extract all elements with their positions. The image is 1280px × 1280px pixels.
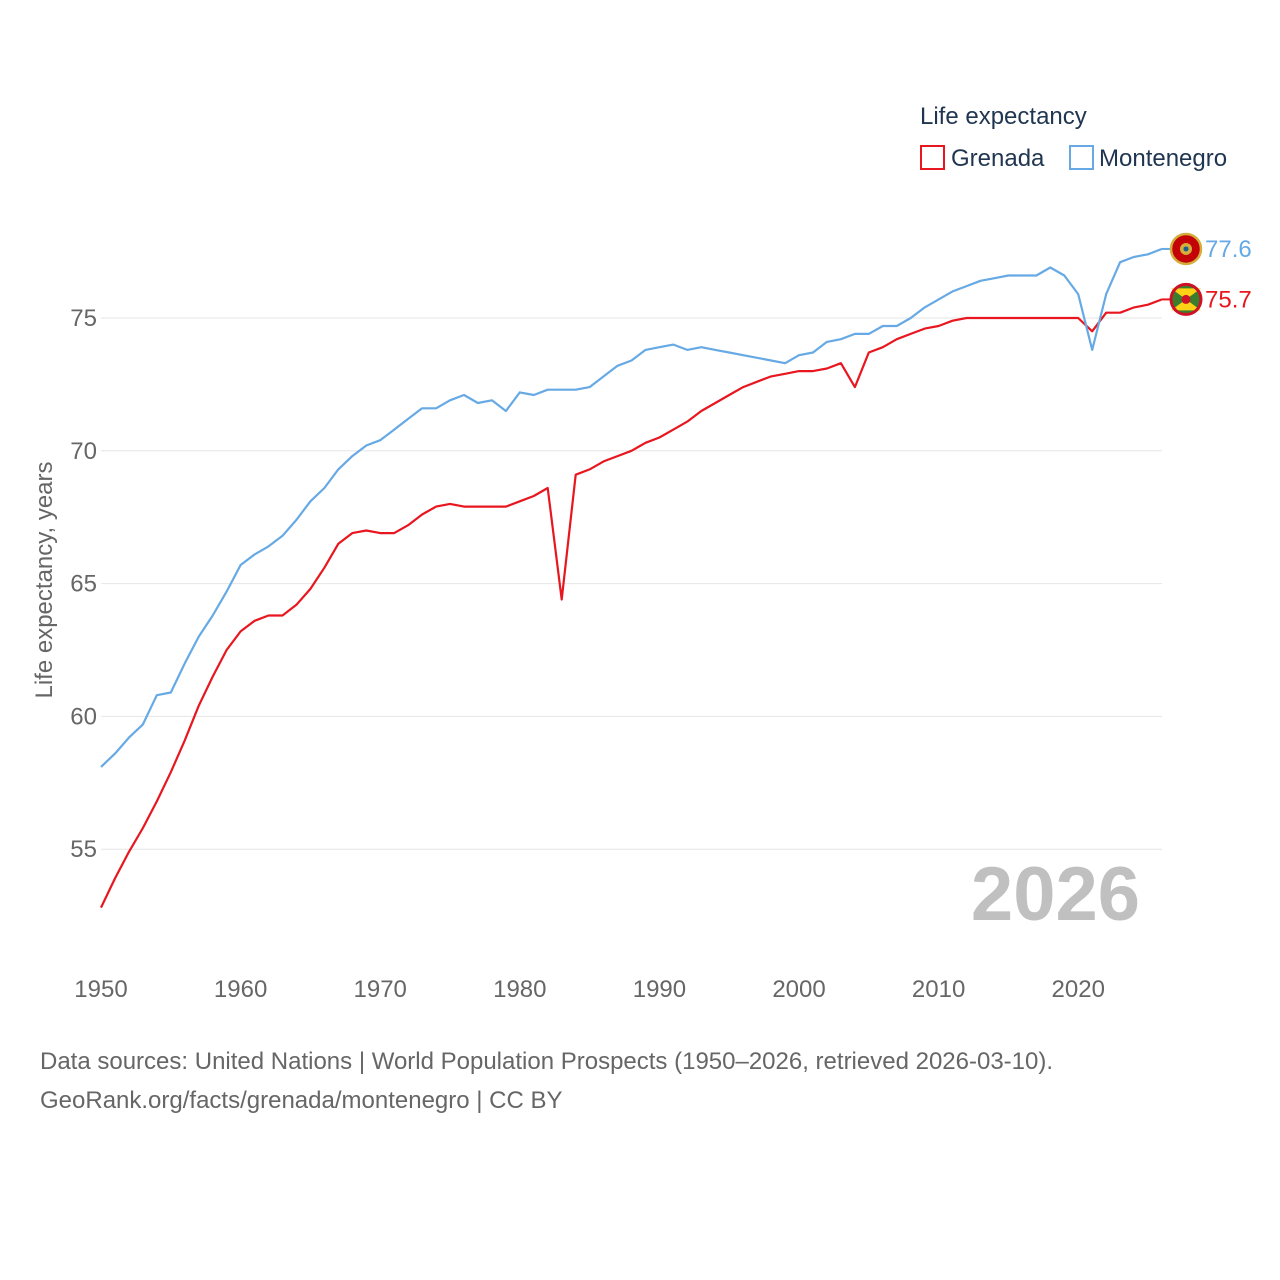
x-tick-label: 2010 (912, 976, 965, 1003)
y-tick-label: 75 (70, 305, 97, 332)
legend-label-grenada: Grenada (951, 145, 1045, 172)
series-lines (100, 247, 1163, 909)
end-value-montenegro: 77.6 (1205, 236, 1252, 263)
legend-swatch-montenegro (1069, 145, 1094, 170)
y-tick-label: 55 (70, 836, 97, 863)
y-axis-ticks: 55 60 65 70 75 (70, 305, 97, 863)
flag-marker-grenada (1169, 282, 1203, 316)
legend-title: Life expectancy (920, 103, 1087, 130)
x-axis-ticks: 1950 1960 1970 1980 1990 2000 2010 2020 (74, 976, 1105, 1003)
legend-swatch-grenada (920, 145, 945, 170)
source-line-2: GeoRank.org/facts/grenada/montenegro | C… (40, 1087, 563, 1114)
x-tick-label: 2000 (772, 976, 825, 1003)
series-line-grenada (100, 298, 1163, 909)
y-tick-label: 65 (70, 571, 97, 598)
x-tick-label: 2020 (1052, 976, 1105, 1003)
series-line-montenegro (100, 247, 1163, 768)
y-axis-label: Life expectancy, years (31, 461, 58, 698)
end-value-grenada: 75.7 (1205, 286, 1252, 313)
y-tick-label: 60 (70, 703, 97, 730)
x-tick-label: 1970 (354, 976, 407, 1003)
source-line-1: Data sources: United Nations | World Pop… (40, 1048, 1054, 1075)
year-watermark: 2026 (971, 852, 1140, 937)
gridlines (101, 317, 1162, 850)
y-tick-label: 70 (70, 438, 97, 465)
end-markers: 75.7 77.6 (1162, 232, 1252, 316)
x-tick-label: 1960 (214, 976, 267, 1003)
legend: Life expectancy Grenada Montenegro (920, 103, 1227, 172)
flag-marker-montenegro (1169, 232, 1203, 266)
source-note: Data sources: United Nations | World Pop… (40, 1042, 1053, 1120)
x-tick-label: 1950 (74, 976, 127, 1003)
legend-label-montenegro: Montenegro (1099, 145, 1227, 172)
x-tick-label: 1990 (633, 976, 686, 1003)
x-tick-label: 1980 (493, 976, 546, 1003)
